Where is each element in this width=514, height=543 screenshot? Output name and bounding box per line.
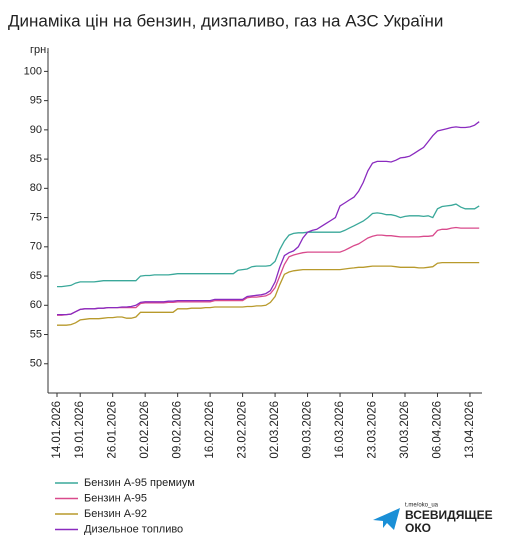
x-tick-label: 14.01.2026 xyxy=(51,401,63,459)
logo: t.me/oko_ua ВСЕВИДЯЩЕЕ ОКО xyxy=(373,503,493,535)
x-tick-label: 02.03.2026 xyxy=(269,401,281,459)
x-tick-label: 23.02.2026 xyxy=(237,401,249,459)
y-tick-label: 70 xyxy=(30,241,42,253)
x-tick-label: 16.02.2026 xyxy=(204,401,216,459)
x-tick-label: 26.01.2026 xyxy=(107,401,119,459)
y-tick-label: 65 xyxy=(30,270,42,282)
legend-label: Бензин А-95 премиум xyxy=(84,477,195,489)
y-tick-label: 75 xyxy=(30,211,42,223)
x-tick-label: 23.03.2026 xyxy=(367,401,379,459)
y-axis-label: грн. xyxy=(30,44,49,56)
y-tick-label: 80 xyxy=(30,182,42,194)
y-tick-label: 55 xyxy=(30,328,42,340)
y-tick-label: 90 xyxy=(30,124,42,136)
legend-label: Дизельное топливо xyxy=(84,523,183,535)
logo-name: ОКО xyxy=(405,521,431,535)
y-tick-label: 100 xyxy=(24,65,42,77)
x-tick-label: 13.04.2026 xyxy=(464,401,476,459)
x-tick-label: 30.03.2026 xyxy=(399,401,411,459)
line-series xyxy=(57,261,480,326)
line-series xyxy=(57,203,480,288)
legend-label: Бензин А-92 xyxy=(84,508,147,520)
x-tick-label: 06.04.2026 xyxy=(432,401,444,459)
legend-label: Бензин А-95 xyxy=(84,492,147,504)
x-tick-label: 19.01.2026 xyxy=(74,401,86,459)
logo-name: ВСЕВИДЯЩЕЕ xyxy=(405,508,493,522)
y-tick-label: 50 xyxy=(30,358,42,370)
line-series xyxy=(57,121,480,316)
x-tick-label: 02.02.2026 xyxy=(139,401,151,459)
line-series xyxy=(57,226,480,316)
logo-icon xyxy=(373,508,400,530)
x-tick-label: 16.03.2026 xyxy=(334,401,346,459)
logo-url: t.me/oko_ua xyxy=(405,503,439,509)
x-tick-label: 09.03.2026 xyxy=(302,401,314,459)
y-tick-label: 85 xyxy=(30,153,42,165)
y-tick-label: 95 xyxy=(30,95,42,107)
x-tick-label: 09.02.2026 xyxy=(172,401,184,459)
chart-title: Динаміка цін на бензин, дизпаливо, газ н… xyxy=(8,11,443,30)
y-tick-label: 60 xyxy=(30,299,42,311)
